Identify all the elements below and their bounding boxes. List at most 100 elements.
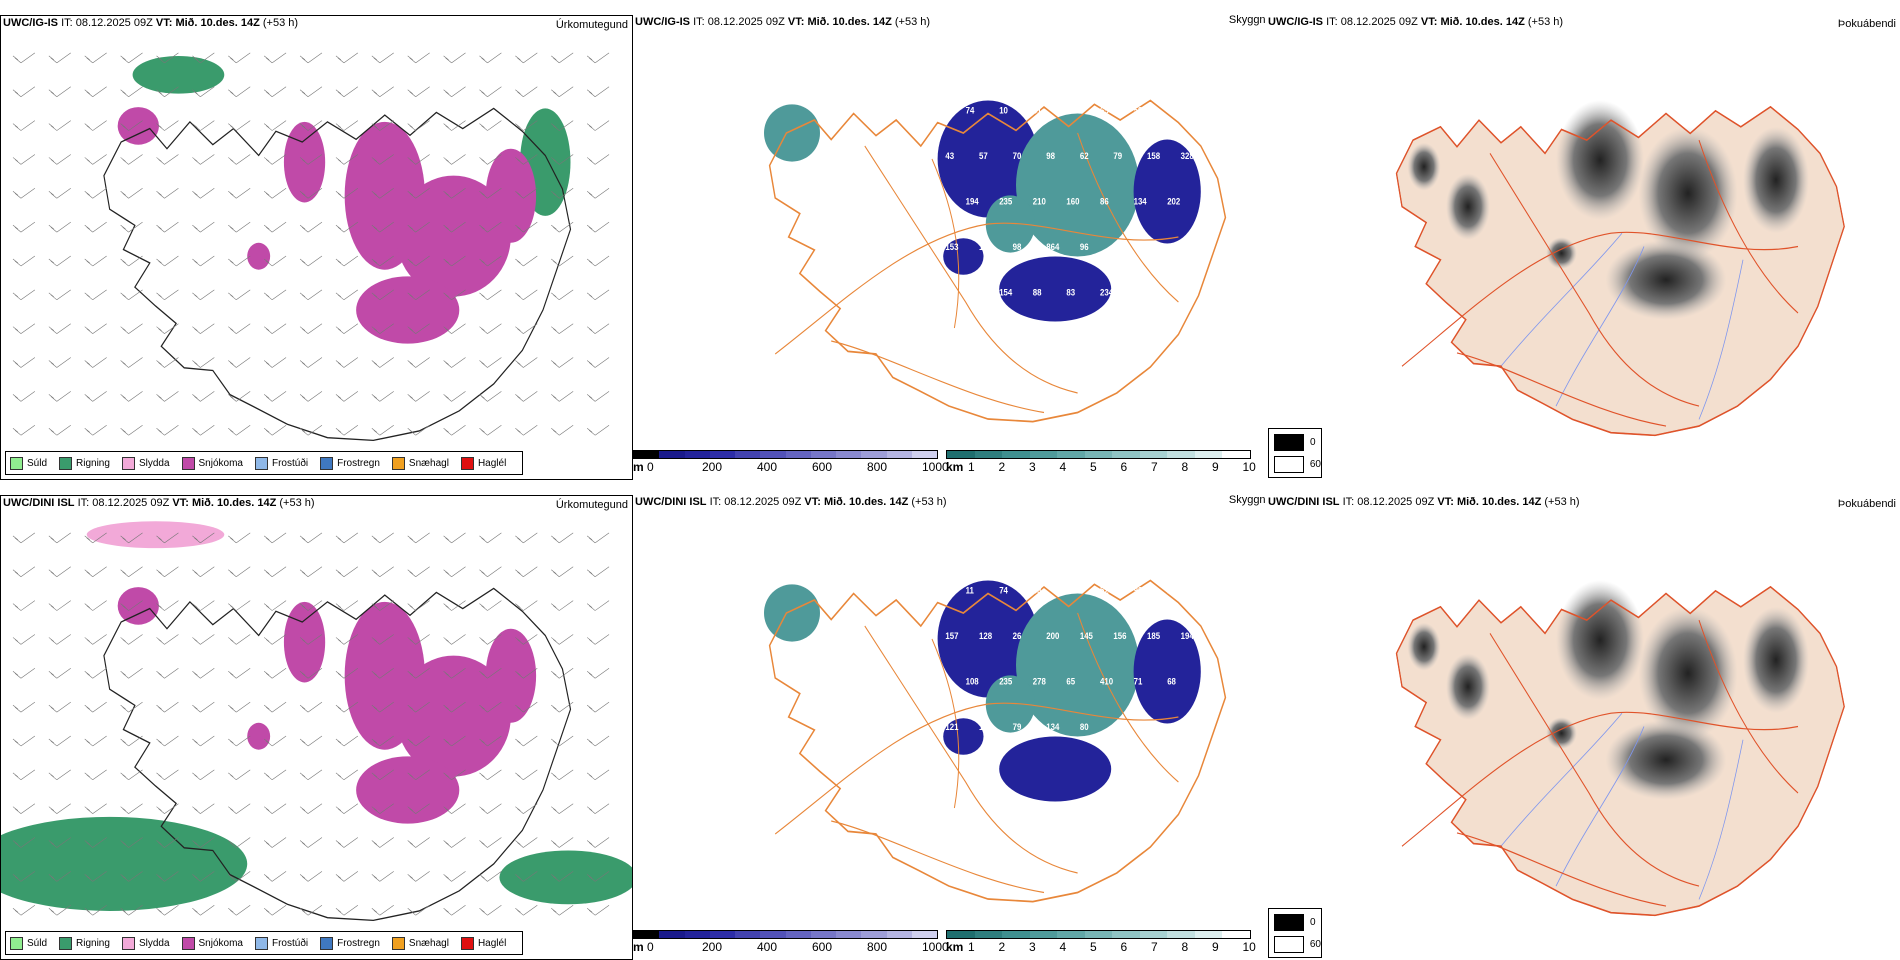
ceiling-value-label: 158	[1147, 150, 1160, 161]
precip-type-panel: UWC/IG-IS IT: 08.12.2025 09Z VT: Mið. 10…	[0, 15, 633, 480]
snow-area	[247, 722, 271, 750]
wind-barb	[156, 634, 179, 645]
ceiling-color-step	[684, 451, 710, 458]
ceiling-value-label: 52	[1100, 585, 1109, 596]
wind-barb	[84, 52, 107, 64]
wind-barb	[263, 600, 287, 611]
legend-label: Frostúði	[271, 457, 309, 469]
wind-barb	[299, 424, 323, 436]
legend-swatch	[320, 456, 334, 470]
wind-barb	[299, 289, 323, 301]
fog-legend: 0 60	[1268, 908, 1322, 958]
wind-barb	[12, 668, 36, 679]
wind-barb	[192, 566, 215, 577]
ceiling-unit: m	[633, 940, 644, 954]
ceiling-value-label: 58	[1033, 585, 1042, 596]
wind-barb	[443, 668, 466, 679]
wind-barb	[551, 391, 574, 402]
wind-barb	[479, 634, 502, 645]
legend-item: Snæhagl	[391, 456, 449, 470]
ceiling-value-label: 98	[1013, 241, 1022, 252]
wind-barb	[479, 904, 502, 916]
visibility-panel: UWC/DINI ISL IT: 08.12.2025 09Z VT: Mið.…	[633, 494, 1268, 960]
wind-barb	[192, 701, 215, 713]
wind-barb	[228, 532, 251, 544]
wind-barb	[12, 634, 36, 645]
legend-item: Haglél	[460, 456, 506, 470]
ceiling-value-label: 117	[1181, 241, 1194, 252]
road-network	[1401, 139, 1799, 427]
low-visibility-area	[764, 104, 820, 162]
it-value: 08.12.2025 09Z	[92, 497, 170, 509]
visibility-color-step	[1084, 931, 1113, 938]
wind-barb	[335, 668, 359, 679]
wind-barb	[263, 154, 287, 165]
wind-barb	[335, 221, 359, 233]
legend-swatch	[121, 456, 135, 470]
visibility-color-step	[1167, 451, 1195, 458]
fog-map-layer	[1395, 580, 1845, 917]
wind-barb	[48, 188, 71, 199]
forecast-row-2: UWC/DINI ISL IT: 08.12.2025 09Z VT: Mið.…	[0, 494, 1900, 960]
legend-item: Súld	[10, 936, 47, 950]
wind-barb	[48, 323, 71, 334]
low-visibility-area	[1016, 113, 1140, 257]
wind-barb	[120, 424, 143, 436]
wind-barb	[192, 634, 215, 645]
fog-map-svg	[1395, 580, 1845, 917]
ceiling-tick-label: 800	[867, 940, 888, 954]
fog-panel: UWC/IG-IS IT: 08.12.2025 09Z VT: Mið. 10…	[1266, 15, 1900, 480]
wind-barb	[371, 803, 394, 814]
wind-barb	[443, 255, 466, 267]
model-name: UWC/IG-IS	[3, 17, 58, 29]
wind-barb	[407, 904, 430, 916]
wind-barb	[407, 424, 430, 436]
wind-barb	[263, 289, 287, 301]
panel-title: Úrkomutegund	[555, 499, 628, 511]
ceiling-value-label: 200	[1046, 630, 1059, 641]
wind-barb	[586, 221, 610, 233]
lead-time: (+53 h)	[1527, 16, 1564, 28]
wind-barb	[48, 154, 71, 165]
wind-barb	[120, 532, 143, 544]
wind-barb	[371, 735, 394, 747]
it-value: 08.12.2025 09Z	[1340, 16, 1418, 28]
wind-barb	[156, 600, 179, 611]
visibility-tick-label: 1	[968, 460, 975, 474]
wind-barb	[299, 871, 323, 882]
wind-barb	[84, 600, 107, 611]
wind-barb	[335, 424, 359, 436]
fog-legend: 0 60	[1268, 428, 1322, 478]
fog-high-swatch	[1274, 434, 1304, 451]
wind-barb	[479, 323, 502, 334]
ceiling-value-label: 128	[979, 630, 992, 641]
panel-header: UWC/IG-IS IT: 08.12.2025 09Z VT: Mið. 10…	[633, 15, 1266, 31]
fog-low-label: 60	[1309, 939, 1321, 950]
ceiling-value-labels: 32 74 10 61 64 65 58 63 43 57 70 98 62 79 158 328 437 194…	[932, 105, 1194, 298]
ceiling-value-label: 54	[1066, 585, 1075, 596]
wind-barb	[443, 188, 466, 199]
wind-barb	[586, 634, 610, 645]
model-name: UWC/DINI ISL	[1268, 496, 1340, 508]
wind-barb	[551, 904, 574, 916]
fog-low-label: 60	[1309, 459, 1321, 470]
it-label: IT:	[77, 497, 90, 509]
wind-barb	[192, 154, 215, 165]
wind-barb	[515, 634, 538, 645]
ceiling-value-label: 410	[1100, 676, 1113, 687]
fog-area	[1556, 100, 1644, 220]
it-label: IT:	[1326, 16, 1338, 28]
wind-barb	[586, 769, 610, 781]
wind-barb	[299, 566, 323, 577]
visibility-tick-label: 5	[1090, 460, 1097, 474]
ceiling-color-step	[911, 451, 937, 458]
ceiling-value-label: 144	[1167, 585, 1180, 596]
visibility-color-step	[1084, 451, 1113, 458]
ceiling-value-label: 61	[1033, 105, 1042, 116]
visibility-colorbar	[946, 450, 1251, 459]
river	[1555, 726, 1645, 887]
ceiling-value-label: 64	[1113, 721, 1122, 732]
legend-label: Haglél	[477, 937, 507, 949]
wind-barb	[48, 837, 71, 848]
ceiling-value-label: 204	[966, 287, 979, 298]
